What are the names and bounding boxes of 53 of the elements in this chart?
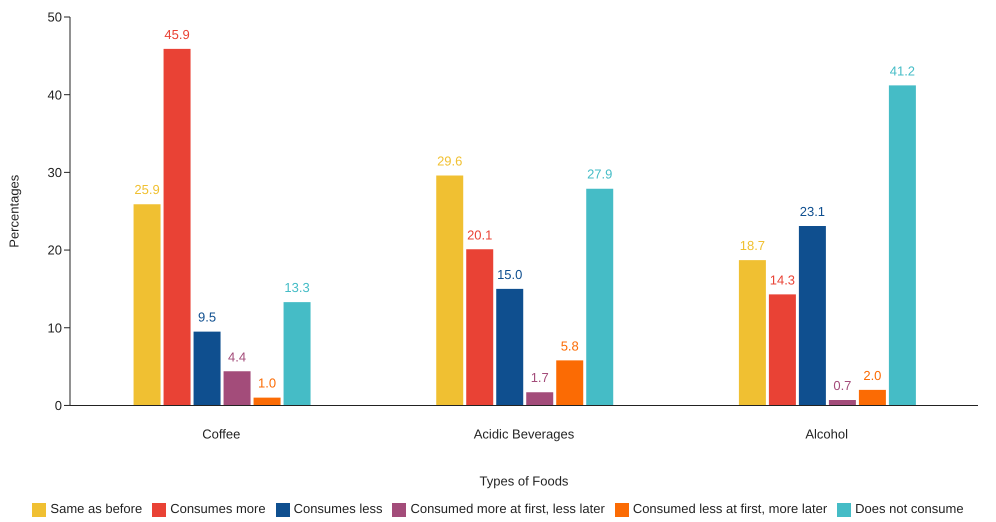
data-label: 27.9 bbox=[587, 166, 612, 182]
data-label: 20.1 bbox=[467, 227, 492, 242]
legend-label: Consumed more at first, less later bbox=[410, 501, 605, 516]
legend-label: Consumed less at first, more later bbox=[632, 501, 828, 516]
y-axis-title: Percentages bbox=[6, 174, 22, 248]
bar bbox=[194, 332, 221, 406]
data-label: 18.7 bbox=[740, 238, 766, 254]
bar bbox=[526, 392, 554, 406]
bar bbox=[496, 288, 524, 406]
data-label: 5.8 bbox=[560, 338, 579, 354]
bar bbox=[224, 371, 251, 406]
data-label: 13.3 bbox=[284, 280, 310, 296]
legend-label: Consumes more bbox=[170, 501, 266, 516]
data-label: 23.1 bbox=[800, 204, 826, 219]
bar bbox=[134, 204, 161, 406]
bar bbox=[254, 398, 281, 406]
legend-label: Does not consume bbox=[855, 501, 964, 516]
legend-label: Same as before bbox=[50, 501, 142, 516]
data-label: 25.9 bbox=[134, 182, 160, 198]
y-tick-label: 30 bbox=[48, 164, 62, 180]
y-tick-label: 10 bbox=[48, 320, 62, 336]
data-label: 4.4 bbox=[228, 349, 246, 364]
x-tick-label: Acidic Beverages bbox=[474, 426, 575, 442]
data-label: 29.6 bbox=[437, 153, 462, 168]
data-label: 41.2 bbox=[890, 63, 916, 78]
bar bbox=[798, 226, 826, 406]
y-tick-label: 20 bbox=[48, 242, 62, 258]
y-tick-label: 40 bbox=[48, 87, 62, 102]
bar bbox=[738, 260, 766, 406]
bar bbox=[858, 390, 886, 406]
data-label: 2.0 bbox=[863, 368, 882, 383]
bar bbox=[466, 249, 494, 406]
x-tick-label: Alcohol bbox=[805, 426, 848, 442]
bar bbox=[556, 360, 584, 406]
data-label: 9.5 bbox=[198, 310, 216, 325]
y-tick-label: 50 bbox=[48, 10, 62, 25]
data-label: 15.0 bbox=[497, 266, 522, 282]
data-label: 1.0 bbox=[258, 376, 276, 391]
data-label: 14.3 bbox=[770, 272, 796, 288]
x-axis-title: Types of Foods bbox=[480, 473, 569, 488]
y-tick-label: 0 bbox=[54, 398, 62, 414]
bar bbox=[828, 400, 856, 406]
bar bbox=[284, 302, 311, 406]
bar bbox=[768, 294, 796, 406]
legend-label: Consumes less bbox=[294, 501, 382, 516]
data-label: 0.7 bbox=[833, 378, 852, 393]
bar bbox=[888, 85, 916, 406]
bar bbox=[164, 48, 191, 406]
bar bbox=[436, 175, 464, 406]
bar bbox=[586, 188, 614, 406]
data-label: 45.9 bbox=[164, 26, 190, 42]
x-tick-label: Coffee bbox=[202, 426, 240, 442]
data-label: 1.7 bbox=[530, 370, 549, 386]
